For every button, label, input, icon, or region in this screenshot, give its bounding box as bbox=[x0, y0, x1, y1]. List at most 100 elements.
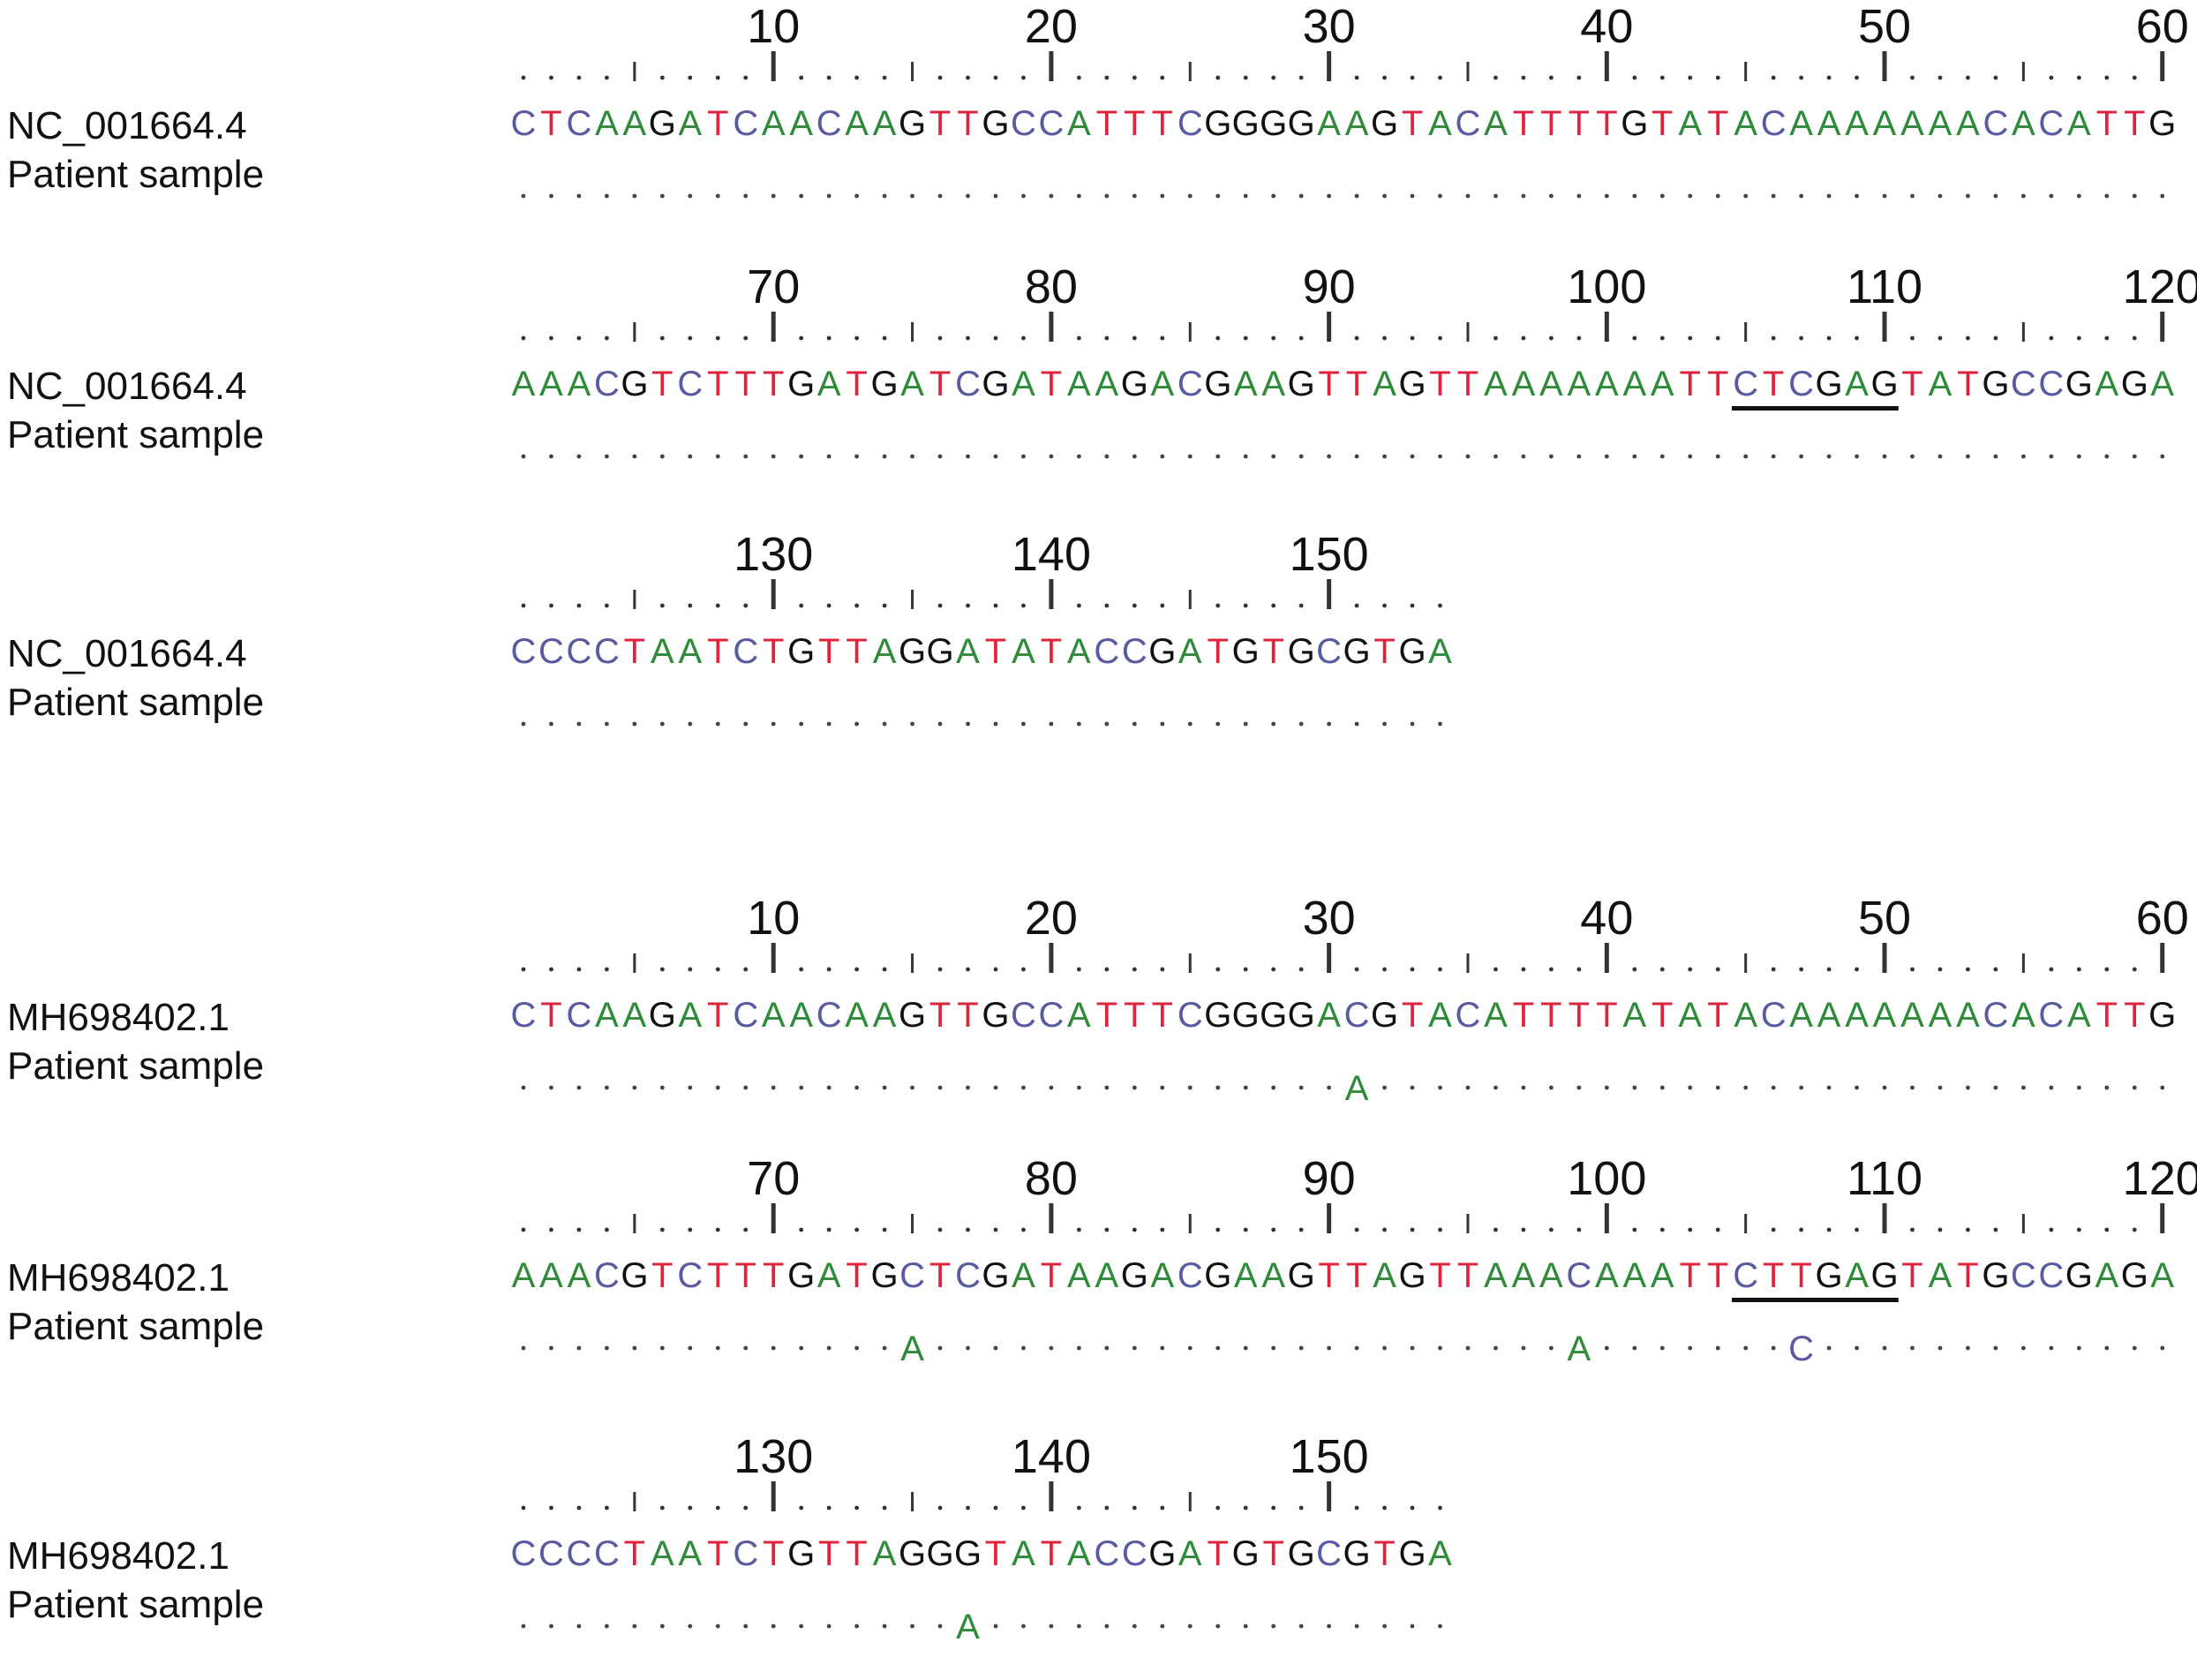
ruler-dot bbox=[1715, 967, 1720, 972]
match-dot bbox=[1521, 1085, 1526, 1090]
base-T: T bbox=[929, 996, 951, 1035]
match-dot bbox=[1521, 454, 1526, 459]
match-dot bbox=[2020, 1085, 2026, 1090]
ruler-dot bbox=[1993, 1227, 1998, 1232]
match-dot bbox=[521, 721, 526, 727]
match-dot bbox=[632, 454, 637, 459]
base-T: T bbox=[1901, 365, 1922, 403]
match-dot bbox=[1021, 454, 1026, 459]
match-dot bbox=[1743, 454, 1749, 459]
match-dot bbox=[1298, 454, 1304, 459]
ruler-dot bbox=[605, 335, 609, 341]
ruler-dot bbox=[1937, 1227, 1943, 1232]
ruler-dot bbox=[1521, 967, 1526, 972]
ruler-dot bbox=[1576, 967, 1582, 972]
base-T: T bbox=[818, 632, 839, 671]
position-number: 70 bbox=[747, 260, 800, 313]
base-T: T bbox=[1208, 1534, 1229, 1573]
position-ruler bbox=[521, 579, 1442, 609]
ruler-dot bbox=[2132, 1227, 2137, 1232]
base-T: T bbox=[1124, 996, 1145, 1035]
ruler-dot bbox=[1659, 75, 1665, 80]
base-G: G bbox=[1982, 365, 2009, 403]
base-T: T bbox=[1402, 996, 1423, 1035]
position-number: 130 bbox=[734, 528, 813, 581]
base-A: A bbox=[678, 1534, 702, 1573]
match-dot bbox=[1271, 721, 1276, 727]
ruler-dot bbox=[799, 603, 804, 608]
match-dot bbox=[1410, 721, 1415, 727]
base-C: C bbox=[1178, 104, 1203, 143]
base-A: A bbox=[623, 104, 647, 143]
ruler-major-tick bbox=[2160, 312, 2165, 342]
position-number: 20 bbox=[1025, 0, 1078, 53]
ruler-dot bbox=[1354, 967, 1359, 972]
base-A: A bbox=[873, 104, 897, 143]
match-dot bbox=[854, 1085, 860, 1090]
base-T: T bbox=[1596, 104, 1617, 143]
ruler-dot bbox=[1548, 335, 1554, 341]
ruler-dot bbox=[993, 603, 998, 608]
ruler-dot bbox=[1494, 1227, 1498, 1232]
base-T: T bbox=[957, 996, 978, 1035]
base-A: A bbox=[1900, 996, 1924, 1035]
ruler-dot bbox=[688, 75, 693, 80]
base-A: A bbox=[817, 1256, 841, 1295]
match-dot bbox=[1576, 1085, 1582, 1090]
match-dot bbox=[1882, 454, 1887, 459]
ruler-dot bbox=[1271, 603, 1276, 608]
base-C: C bbox=[511, 996, 537, 1035]
match-dot bbox=[1548, 1345, 1554, 1351]
match-dot bbox=[1771, 1345, 1776, 1351]
ruler-minor-tick bbox=[1188, 1214, 1192, 1233]
position-ruler bbox=[521, 1481, 1442, 1511]
match-dot bbox=[1465, 454, 1471, 459]
ruler-dot bbox=[1271, 1227, 1276, 1232]
position-number: 90 bbox=[1303, 1152, 1356, 1205]
ruler-dot bbox=[1910, 335, 1915, 341]
base-A: A bbox=[1678, 996, 1702, 1035]
base-G: G bbox=[1816, 365, 1843, 403]
match-dot bbox=[549, 1623, 553, 1629]
match-dot bbox=[1271, 454, 1276, 459]
match-dot bbox=[1104, 721, 1110, 727]
match-dot bbox=[688, 454, 693, 459]
base-A: A bbox=[1178, 632, 1202, 671]
ruler-dot bbox=[882, 75, 887, 80]
match-dot bbox=[993, 454, 998, 459]
match-dot bbox=[1077, 193, 1081, 199]
ruler-dot bbox=[1382, 1227, 1387, 1232]
base-A: A bbox=[1845, 104, 1869, 143]
match-dot bbox=[1438, 193, 1442, 199]
patient-sample-line bbox=[521, 193, 2165, 199]
match-dot bbox=[1494, 1085, 1498, 1090]
ruler-major-tick bbox=[771, 1203, 776, 1233]
ruler-major-tick bbox=[1327, 943, 1332, 973]
ruler-minor-tick bbox=[633, 590, 636, 609]
ruler-dot bbox=[1215, 1227, 1221, 1232]
position-number: 80 bbox=[1025, 260, 1078, 313]
ruler-dot bbox=[549, 1227, 553, 1232]
ruler-dot bbox=[2049, 967, 2054, 972]
ruler-dot bbox=[882, 1505, 887, 1510]
base-C: C bbox=[2038, 365, 2064, 403]
match-dot bbox=[1215, 1623, 1221, 1629]
match-dot bbox=[1243, 193, 1248, 199]
base-C: C bbox=[594, 1256, 620, 1295]
match-dot bbox=[2049, 193, 2054, 199]
ruler-dot bbox=[1966, 335, 1970, 341]
base-T: T bbox=[1457, 365, 1478, 403]
match-dot bbox=[1826, 1345, 1832, 1351]
ruler-dot bbox=[1993, 75, 1998, 80]
ruler-dot bbox=[2104, 967, 2110, 972]
ruler-dot bbox=[1910, 75, 1915, 80]
base-C: C bbox=[1011, 996, 1036, 1035]
ruler-major-tick bbox=[1604, 943, 1609, 973]
match-dot bbox=[1438, 1623, 1442, 1629]
match-dot bbox=[937, 1345, 943, 1351]
match-dot bbox=[1548, 1085, 1554, 1090]
match-dot bbox=[2076, 454, 2081, 459]
match-dot bbox=[1187, 1623, 1193, 1629]
match-dot bbox=[521, 193, 526, 199]
